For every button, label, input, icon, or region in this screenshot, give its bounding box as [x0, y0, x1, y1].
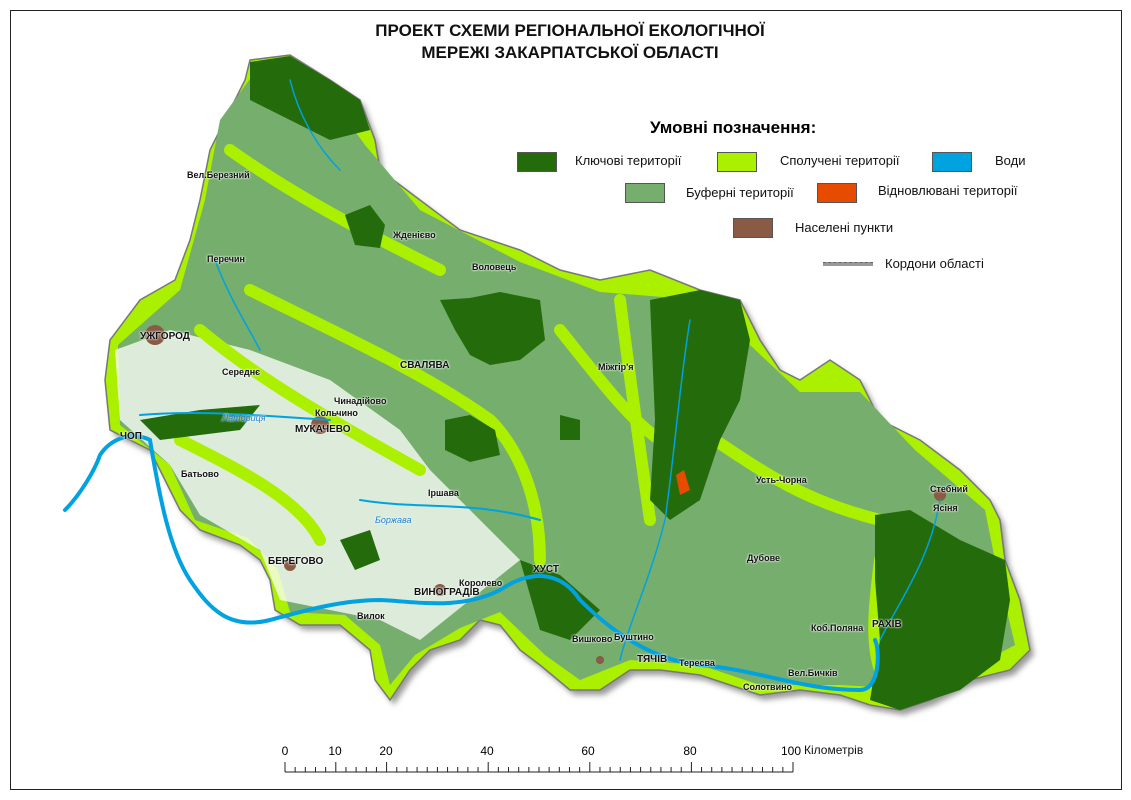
place-label: Міжгір'я: [598, 362, 634, 372]
place-label: Воловець: [472, 262, 517, 272]
place-label: Дубове: [747, 553, 781, 563]
place-label: Солотвино: [743, 682, 793, 692]
map-title: ПРОЕКТ СХЕМИ РЕГІОНАЛЬНОЇ ЕКОЛОГІЧНОЇ МЕ…: [300, 20, 840, 64]
legend-swatch-settlements: [733, 218, 773, 238]
scale-tick-label: 40: [480, 744, 494, 758]
place-label: Перечин: [207, 254, 245, 264]
river-label: Латориця: [222, 413, 266, 423]
restored-territory: [676, 470, 690, 495]
legend-label-buffer: Буферні території: [686, 185, 794, 200]
legend-label-water: Води: [995, 153, 1026, 168]
place-label: Вел.Бичків: [788, 668, 838, 678]
place-label: РАХІВ: [872, 619, 902, 630]
place-label: ХУСТ: [533, 564, 559, 575]
place-label: Коб.Поляна: [811, 623, 864, 633]
legend-label-settlements: Населені пункти: [795, 220, 894, 235]
legend-label-connecting: Сполучені території: [780, 153, 900, 168]
place-label: ЧОП: [120, 431, 142, 442]
place-label: Тересва: [679, 658, 715, 668]
scale-tick-label: 60: [581, 744, 595, 758]
scale-tick-label: 0: [281, 744, 289, 758]
scale-tick-label: 10: [328, 744, 342, 758]
river-label: Боржава: [375, 515, 412, 525]
settlements: [145, 325, 946, 664]
scale-tick-label: 20: [379, 744, 393, 758]
legend-swatch-restored: [817, 183, 857, 203]
legend-label-restored: Відновлювані території: [878, 183, 1018, 198]
place-label: Вишково: [572, 634, 613, 644]
place-label: Кольчино: [315, 408, 358, 418]
place-label: Чинадійово: [334, 396, 387, 406]
place-label: СВАЛЯВА: [400, 360, 450, 371]
legend-title: Умовні позначення:: [650, 118, 817, 137]
legend-swatch-connecting: [717, 152, 757, 172]
legend-swatch-water: [932, 152, 972, 172]
scale-tick-label: 100: [780, 744, 802, 758]
place-label: Вел.Березний: [187, 170, 250, 180]
place-label: Вилок: [357, 611, 385, 621]
place-label: Ясіня: [933, 503, 958, 513]
title-line-2: МЕРЕЖІ ЗАКАРПАТСЬКОЇ ОБЛАСТІ: [421, 43, 719, 62]
place-label: ВИНОГРАДІВ: [414, 587, 480, 598]
legend-swatch-key: [517, 152, 557, 172]
map-frame: [10, 10, 1122, 790]
legend-label-key: Ключові території: [575, 153, 682, 168]
scale-unit: Кілометрів: [804, 743, 864, 757]
place-label: Усть-Чорна: [756, 475, 807, 485]
key-territories: [140, 56, 1010, 710]
place-label: Батьово: [181, 469, 219, 479]
place-label: Жденієво: [393, 230, 436, 240]
legend-swatch-border: [823, 262, 873, 266]
place-label: Середнє: [222, 367, 261, 377]
place-label: Королево: [459, 578, 503, 588]
place-label: ТЯЧІВ: [637, 654, 668, 665]
place-label: БЕРЕГОВО: [268, 556, 324, 567]
scale-bar: [284, 762, 794, 773]
lowland-plain: [115, 330, 520, 640]
scale-tick-label: 80: [683, 744, 697, 758]
title-line-1: ПРОЕКТ СХЕМИ РЕГІОНАЛЬНОЇ ЕКОЛОГІЧНОЇ: [375, 21, 765, 40]
place-label: Буштино: [614, 632, 654, 642]
place-label: УЖГОРОД: [140, 331, 190, 342]
legend-label-border: Кордони області: [885, 256, 984, 271]
rivers: [63, 79, 941, 693]
place-label: Іршава: [428, 488, 459, 498]
place-label: МУКАЧЕВО: [295, 424, 351, 435]
legend-swatch-buffer: [625, 183, 665, 203]
place-label: Стебний: [930, 484, 968, 494]
